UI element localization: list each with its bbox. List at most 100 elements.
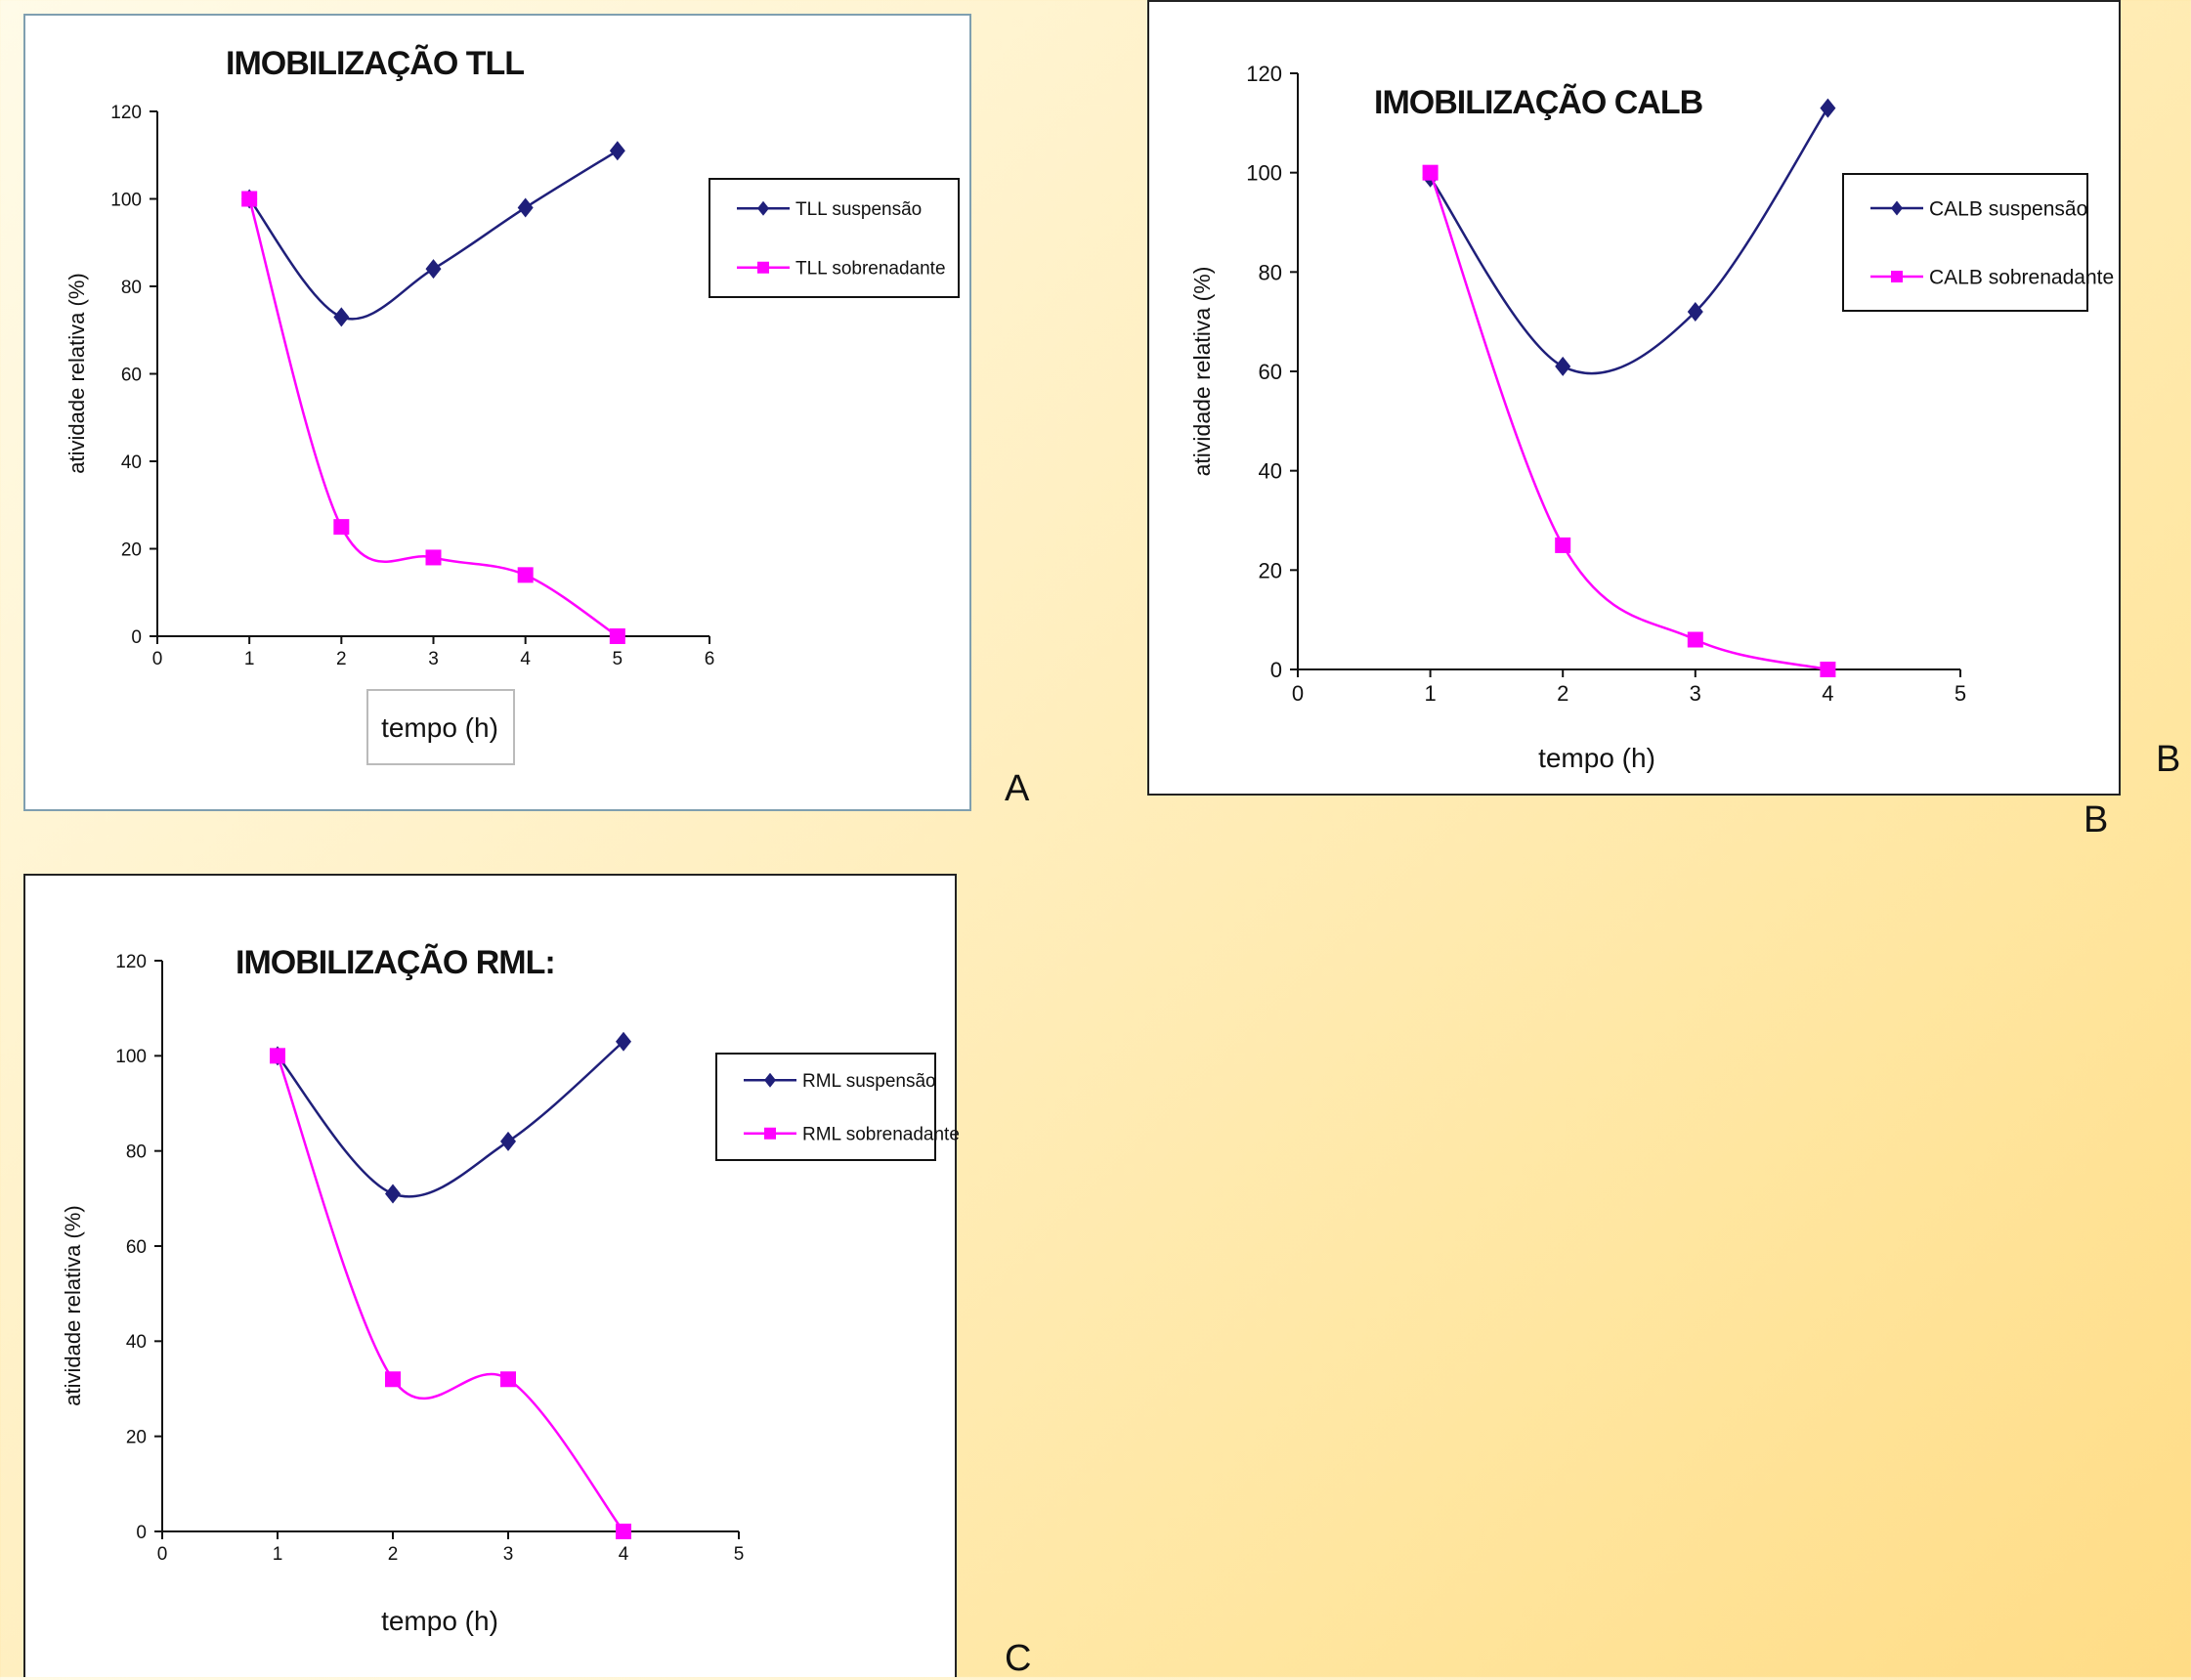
y-axis-label: atividade relativa (%) <box>61 1205 85 1405</box>
y-tick-label: 20 <box>126 1428 147 1448</box>
data-point-rml-2-1 <box>270 1048 285 1064</box>
x-tick-label: 6 <box>705 649 715 669</box>
x-tick-label: 1 <box>244 649 255 669</box>
y-tick-label: 40 <box>126 1332 147 1353</box>
series-line-calb-1 <box>1429 107 1829 375</box>
x-tick-label: 2 <box>388 1544 399 1565</box>
y-tick-label: 100 <box>115 1047 147 1067</box>
y-tick-label: 120 <box>110 103 142 123</box>
chart-title: IMOBILIZAÇÃO CALB <box>1374 84 1703 121</box>
y-tick-label: 0 <box>136 1523 147 1543</box>
chart-rml: IMOBILIZAÇÃO RML: 0 20 40 60 80 100 120 0 1 2 3 4 5 at… <box>61 944 959 1636</box>
panel-letter-a: A <box>1005 768 1030 809</box>
legend-marker <box>757 200 769 216</box>
y-tick-label: 100 <box>1246 161 1282 186</box>
legend-label: TLL suspensão <box>795 199 922 220</box>
legend-label: CALB suspensão <box>1929 198 2087 221</box>
x-tick-label: 2 <box>1557 681 1568 706</box>
y-tick-label: 40 <box>121 452 142 473</box>
panel-letter-c: C <box>1005 1638 1032 1679</box>
legend-marker <box>764 1072 776 1088</box>
data-point-tll-2-3 <box>425 549 442 566</box>
x-axis-label: tempo (h) <box>381 712 498 743</box>
y-tick-label: 80 <box>1259 260 1282 284</box>
x-tick-label: 3 <box>1690 681 1701 706</box>
data-point-rml-1-2 <box>385 1184 401 1204</box>
series-line-tll-2 <box>247 198 619 638</box>
data-point-tll-1-4 <box>517 197 534 218</box>
legend-marker <box>764 1127 776 1140</box>
data-point-rml-1-3 <box>500 1131 516 1151</box>
data-point-tll-2-1 <box>241 191 258 207</box>
y-tick-label: 0 <box>1270 658 1282 682</box>
legend-marker <box>1891 200 1903 216</box>
chart-calb: IMOBILIZAÇÃO CALB 0 20 40 60 80 100 120 0 1 2 3 4 5 at… <box>1189 62 2114 773</box>
chart-panel-calb: IMOBILIZAÇÃO CALB 0 20 40 60 80 100 120 0 1 2 3 4 5 at… <box>1147 0 2121 796</box>
y-axis-label: atividade relativa (%) <box>1189 267 1215 477</box>
legend-marker <box>1891 271 1903 282</box>
legend-box <box>715 1053 936 1161</box>
data-point-tll-2-2 <box>333 519 350 536</box>
chart-panel-rml: IMOBILIZAÇÃO RML: 0 20 40 60 80 100 120 0 1 2 3 4 5 at… <box>23 874 959 1677</box>
data-point-tll-1-3 <box>425 259 442 280</box>
legend-label: RML sobrenadante <box>802 1125 959 1145</box>
x-axis-label-box <box>366 689 515 765</box>
data-point-rml-2-3 <box>500 1371 516 1388</box>
x-tick-label: 1 <box>1424 681 1436 706</box>
y-axis-label: atividade relativa (%) <box>64 273 89 473</box>
x-tick-label: 3 <box>503 1544 514 1565</box>
data-point-rml-2-4 <box>616 1524 631 1539</box>
series-line-calb-2 <box>1429 172 1828 671</box>
y-tick-label: 40 <box>1259 459 1282 484</box>
y-tick-label: 60 <box>1259 360 1282 384</box>
legend-label: CALB sobrenadante <box>1929 267 2114 289</box>
chart-title: IMOBILIZAÇÃO RML: <box>236 944 555 981</box>
data-point-calb-1-2 <box>1555 356 1571 376</box>
y-tick-label: 120 <box>1246 62 1282 86</box>
x-tick-label: 1 <box>273 1544 283 1565</box>
y-tick-label: 60 <box>121 365 142 385</box>
data-point-calb-1-4 <box>1820 98 1836 118</box>
x-tick-label: 5 <box>613 649 623 669</box>
panel-letter-b-right: B <box>2156 739 2181 780</box>
data-point-tll-2-5 <box>609 628 625 644</box>
y-tick-label: 80 <box>121 278 142 298</box>
series-line-tll-1 <box>248 150 619 321</box>
x-tick-label: 4 <box>619 1544 629 1565</box>
data-point-calb-1-3 <box>1687 302 1703 322</box>
x-tick-label: 0 <box>152 649 163 669</box>
data-point-rml-2-2 <box>385 1371 401 1388</box>
legend-marker <box>757 261 769 274</box>
data-point-rml-1-4 <box>616 1031 631 1052</box>
y-tick-label: 60 <box>126 1237 147 1258</box>
x-tick-label: 4 <box>520 649 531 669</box>
x-tick-label: 0 <box>1292 681 1304 706</box>
chart-panel-tll: IMOBILIZAÇÃO TLL 0 20 40 60 80 100 120 0 1 2 3 4 5 6 at… <box>23 14 971 811</box>
x-tick-label: 5 <box>1955 681 1966 706</box>
legend-label: RML suspensão <box>802 1071 936 1092</box>
chart-title: IMOBILIZAÇÃO TLL <box>226 45 524 82</box>
chart-tll: IMOBILIZAÇÃO TLL 0 20 40 60 80 100 120 0 1 2 3 4 5 6 at… <box>64 45 960 765</box>
legend-label: TLL sobrenadante <box>795 259 946 280</box>
data-point-calb-2-4 <box>1820 662 1836 677</box>
series-line-rml-1 <box>277 1040 624 1198</box>
series-line-rml-2 <box>276 1055 624 1532</box>
x-tick-label: 5 <box>734 1544 745 1565</box>
y-tick-label: 0 <box>131 627 142 648</box>
x-tick-label: 0 <box>157 1544 168 1565</box>
y-tick-label: 20 <box>1259 558 1282 582</box>
x-tick-label: 3 <box>428 649 439 669</box>
legend-box <box>709 178 960 298</box>
data-point-tll-2-4 <box>517 567 534 583</box>
y-tick-label: 100 <box>110 190 142 210</box>
data-point-calb-2-2 <box>1555 537 1571 553</box>
x-tick-label: 2 <box>336 649 347 669</box>
x-axis-label: tempo (h) <box>381 1606 498 1636</box>
x-axis-label: tempo (h) <box>1538 743 1655 773</box>
panel-letter-b-below: B <box>2084 799 2109 840</box>
x-tick-label: 4 <box>1822 681 1833 706</box>
data-point-tll-1-2 <box>333 307 350 327</box>
y-tick-label: 20 <box>121 539 142 560</box>
data-point-tll-1-5 <box>609 141 625 161</box>
legend-box <box>1842 173 2088 312</box>
